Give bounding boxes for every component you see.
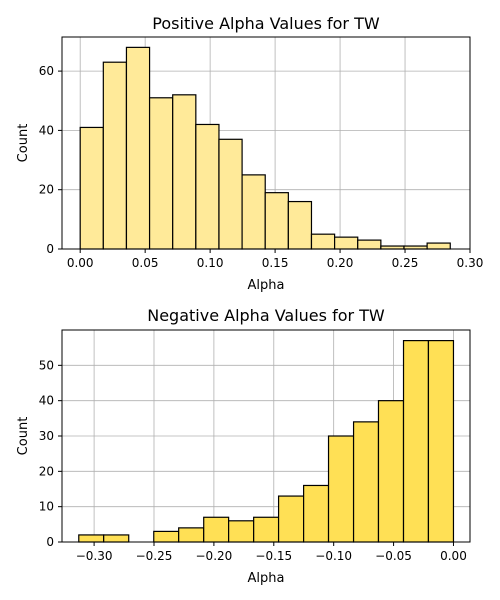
chart-title: Negative Alpha Values for TW	[147, 306, 385, 325]
negative-alpha-histogram: Negative Alpha Values for TW −0.30 −0.25−…	[16, 306, 471, 586]
histogram-bar	[172, 94, 197, 250]
x-tick-label: −0.30	[76, 549, 113, 563]
y-tick-label: 0	[46, 242, 54, 256]
x-tick-label: −0.05	[375, 549, 412, 563]
histogram-bar	[352, 421, 380, 543]
histogram-bar	[303, 484, 330, 543]
bars	[78, 340, 455, 543]
histogram-bar	[377, 400, 405, 543]
chart-title: Positive Alpha Values for TW	[152, 14, 380, 33]
y-axis-label: Count	[16, 417, 31, 456]
histogram-bar	[427, 340, 455, 543]
histogram-bar	[426, 242, 451, 250]
histogram-bar	[402, 340, 430, 543]
y-tick-label: 0	[46, 535, 54, 549]
histogram-bar	[264, 192, 289, 250]
histogram-bar	[102, 61, 128, 250]
histogram-bar	[178, 527, 205, 543]
axis-ticks: 0.00 0.05 0.10 0.15 0.20 0.25 0.30 0 20 40 60	[39, 64, 484, 270]
histogram-bar	[218, 138, 243, 250]
y-tick-label: 40	[39, 394, 54, 408]
x-tick-label: 0.00	[67, 256, 94, 270]
y-tick-label: 10	[39, 500, 54, 514]
x-tick-label: 0.00	[440, 549, 467, 563]
histogram-bar	[357, 239, 382, 250]
histogram-bar	[195, 123, 220, 250]
histogram-bar	[327, 435, 355, 543]
histogram-bar	[103, 534, 130, 543]
x-tick-label: 0.25	[392, 256, 419, 270]
histogram-bar	[148, 97, 174, 250]
histogram-bar	[125, 46, 151, 250]
x-tick-label: 0.10	[197, 256, 224, 270]
histogram-bar	[78, 534, 105, 543]
x-axis-label: Alpha	[248, 278, 285, 293]
histogram-bar	[228, 520, 255, 543]
y-tick-label: 40	[39, 123, 54, 137]
x-axis-label: Alpha	[248, 571, 285, 586]
x-tick-label: −0.25	[136, 549, 173, 563]
y-tick-label: 50	[39, 358, 54, 372]
positive-alpha-histogram: Positive Alpha Values for TW 0.00 0.05 0.1…	[16, 14, 483, 293]
bars	[79, 46, 451, 250]
histogram-bar	[153, 530, 180, 543]
y-axis-label: Count	[16, 124, 31, 163]
x-tick-label: −0.20	[196, 549, 233, 563]
y-tick-label: 30	[39, 429, 54, 443]
histogram-bar	[287, 200, 313, 250]
x-tick-label: 0.20	[327, 256, 354, 270]
y-tick-label: 20	[39, 183, 54, 197]
histogram-bar	[310, 233, 336, 250]
histogram-bar	[253, 516, 280, 543]
plot-frame	[61, 36, 471, 250]
x-tick-label: −0.15	[255, 549, 292, 563]
histogram-bar	[334, 236, 359, 250]
histogram-bar	[203, 516, 230, 543]
histogram-bar	[241, 174, 266, 250]
x-tick-label: 0.05	[132, 256, 159, 270]
histogram-bar	[277, 495, 305, 543]
y-tick-label: 60	[39, 64, 54, 78]
histogram-bar	[79, 126, 104, 250]
y-tick-label: 20	[39, 464, 54, 478]
axis-ticks: −0.30 −0.25 −0.20 −0.15 −0.10 −0.05 0.00 0 10 20 3…	[39, 358, 467, 563]
x-tick-label: 0.15	[262, 256, 289, 270]
x-tick-label: −0.10	[315, 549, 352, 563]
x-tick-label: 0.30	[457, 256, 484, 270]
